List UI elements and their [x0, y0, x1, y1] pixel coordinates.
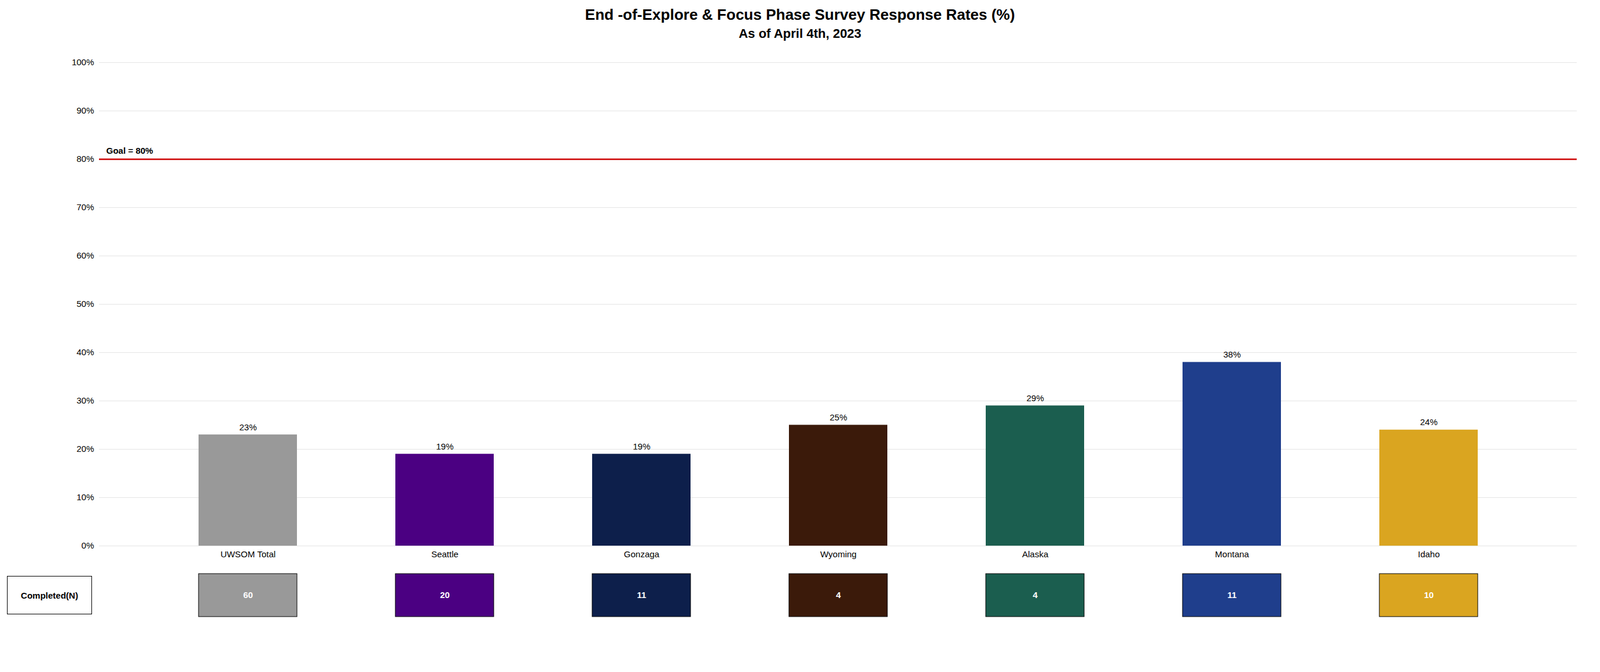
svg-text:38%: 38%	[1223, 349, 1241, 360]
svg-text:Wyoming: Wyoming	[820, 549, 857, 559]
svg-text:UWSOM Total: UWSOM Total	[220, 549, 276, 559]
html-text:As of April 4th, 2023: As of April 4th, 2023	[738, 26, 862, 41]
svg-text:60%: 60%	[76, 250, 94, 261]
svg-text:10%: 10%	[76, 491, 94, 502]
svg-text:25%: 25%	[829, 412, 848, 423]
svg-text:100%: 100%	[71, 57, 94, 67]
svg-text:50%: 50%	[76, 298, 94, 309]
html-text:Completed(N): Completed(N)	[20, 590, 79, 600]
svg-text:40%: 40%	[76, 347, 94, 357]
svg-text:19%: 19%	[436, 441, 454, 452]
svg-text:Montana: Montana	[1215, 549, 1250, 559]
svg-text:19%: 19%	[632, 441, 651, 452]
svg-text:Gonzaga: Gonzaga	[624, 549, 661, 559]
svg-text:4: 4	[836, 589, 842, 600]
html-text:End -of-Explore & Focus Phase: End -of-Explore & Focus Phase Survey Res…	[585, 5, 1015, 24]
svg-text:11: 11	[1227, 589, 1237, 600]
svg-text:10: 10	[1424, 589, 1435, 600]
svg-text:0%: 0%	[81, 540, 95, 551]
svg-text:29%: 29%	[1026, 393, 1044, 403]
svg-text:Alaska: Alaska	[1021, 549, 1049, 559]
svg-text:11: 11	[636, 589, 647, 600]
svg-text:4: 4	[1032, 589, 1039, 600]
svg-text:30%: 30%	[76, 395, 94, 406]
svg-text:80%: 80%	[76, 153, 94, 164]
svg-text:23%: 23%	[239, 422, 257, 433]
svg-text:70%: 70%	[76, 202, 94, 212]
svg-text:60: 60	[243, 589, 254, 600]
svg-text:Seattle: Seattle	[431, 549, 459, 559]
svg-text:24%: 24%	[1420, 416, 1438, 427]
svg-text:90%: 90%	[76, 105, 94, 116]
svg-text:Idaho: Idaho	[1417, 549, 1440, 559]
svg-text:20%: 20%	[76, 443, 94, 454]
svg-text:20: 20	[440, 589, 451, 600]
svg-text:Goal = 80%: Goal = 80%	[106, 145, 154, 156]
